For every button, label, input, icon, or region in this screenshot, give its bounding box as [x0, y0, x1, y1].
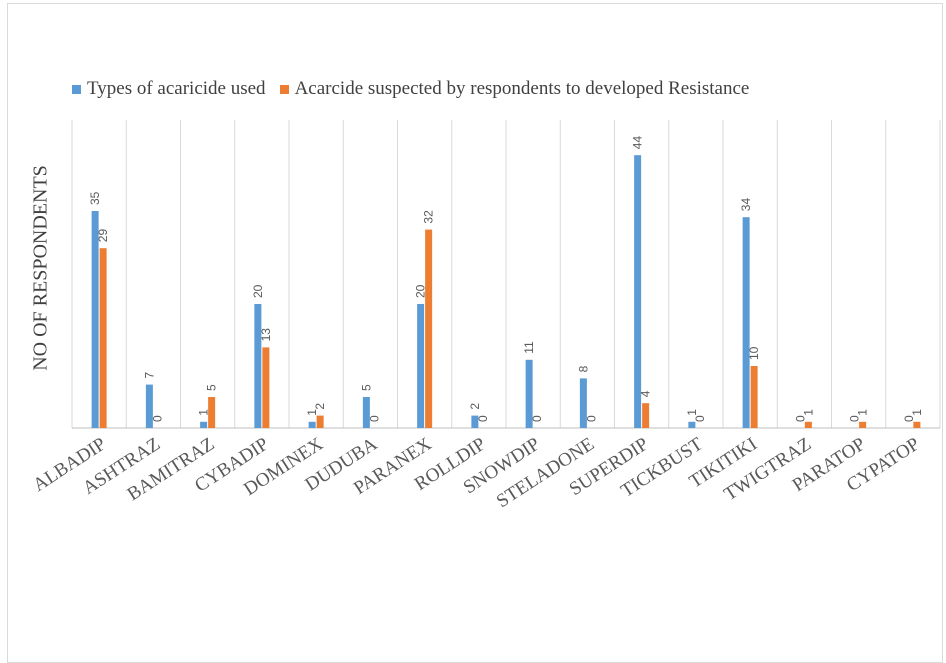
data-label-resistance-albadip: 29: [96, 229, 110, 243]
data-label-resistance-twigtraz: 1: [801, 409, 815, 416]
bar-used-duduba: [362, 397, 370, 428]
bar-used-bamitraz: [200, 421, 208, 428]
bar-resistance-paratop: [859, 421, 867, 428]
bar-used-tikitiki: [742, 217, 750, 428]
data-label-used-paratop: 0: [848, 415, 862, 422]
data-label-resistance-cybadip: 13: [259, 328, 273, 342]
data-label-resistance-cypatop: 1: [910, 409, 924, 416]
bar-resistance-tikitiki: [750, 366, 758, 428]
data-label-used-steladone: 8: [576, 365, 590, 372]
data-label-resistance-dominex: 2: [313, 403, 327, 410]
data-label-used-duduba: 5: [359, 384, 373, 391]
bar-resistance-cypatop: [913, 421, 921, 428]
bar-resistance-albadip: [99, 248, 107, 428]
legend-swatch-series-1: [72, 84, 81, 94]
bar-used-superdip: [634, 155, 642, 428]
data-label-resistance-steladone: 0: [584, 415, 598, 422]
data-label-resistance-paratop: 1: [856, 409, 870, 416]
data-label-resistance-paranex: 32: [422, 210, 436, 224]
bar-used-paranex: [417, 304, 425, 428]
legend-label-series-2: Acarcide suspected by respondents to dev…: [294, 78, 750, 99]
legend-item-series-2: Acarcide suspected by respondents to dev…: [279, 78, 750, 100]
bar-resistance-dominex: [316, 415, 324, 428]
data-label-used-tikitiki: 34: [739, 198, 753, 212]
data-label-used-snowdip: 11: [522, 341, 536, 354]
data-label-resistance-rolldip: 0: [476, 415, 490, 422]
data-label-resistance-tickbust: 0: [693, 415, 707, 422]
bar-used-cybadip: [254, 304, 262, 428]
data-label-used-albadip: 35: [88, 191, 102, 205]
data-label-used-twigtraz: 0: [793, 415, 807, 422]
data-label-used-bamitraz: 1: [197, 409, 211, 416]
bar-used-dominex: [308, 421, 316, 428]
data-label-used-ashtraz: 7: [142, 372, 156, 379]
data-label-resistance-snowdip: 0: [530, 415, 544, 422]
chart-frame: [7, 3, 943, 663]
legend-swatch-series-2: [279, 84, 289, 94]
data-label-used-dominex: 1: [305, 409, 319, 416]
bar-used-rolldip: [471, 415, 479, 428]
bar-used-albadip: [91, 211, 99, 428]
bar-resistance-twigtraz: [804, 421, 812, 428]
bar-used-ashtraz: [145, 384, 153, 428]
legend-item-series-1: Types of acaricide used: [72, 78, 266, 100]
data-label-used-cybadip: 20: [251, 284, 265, 298]
bar-resistance-paranex: [425, 229, 433, 428]
bar-resistance-cybadip: [262, 347, 270, 428]
data-label-used-paranex: 20: [414, 284, 428, 298]
data-label-resistance-bamitraz: 5: [205, 384, 219, 391]
legend-label-series-1: Types of acaricide used: [87, 78, 266, 99]
data-label-used-tickbust: 1: [685, 409, 699, 416]
data-label-resistance-tikitiki: 10: [747, 346, 761, 360]
bar-resistance-superdip: [642, 403, 650, 428]
bar-used-steladone: [579, 378, 587, 428]
data-label-used-superdip: 44: [631, 136, 645, 150]
data-label-used-rolldip: 2: [468, 403, 482, 410]
data-label-resistance-duduba: 0: [367, 415, 381, 422]
chart-legend: Types of acaricide used Acarcide suspect…: [72, 78, 749, 100]
data-label-resistance-ashtraz: 0: [150, 415, 164, 422]
data-label-resistance-superdip: 4: [639, 390, 653, 397]
bar-used-snowdip: [525, 359, 533, 428]
bar-used-tickbust: [688, 421, 696, 428]
bar-resistance-bamitraz: [208, 397, 216, 428]
data-label-used-cypatop: 0: [902, 415, 916, 422]
